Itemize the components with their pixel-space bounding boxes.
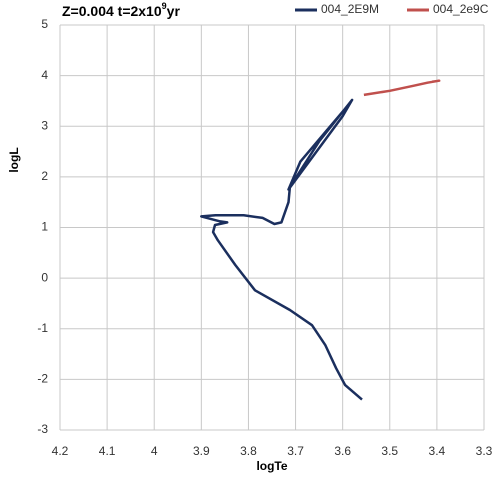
series-line [200, 98, 363, 401]
legend-label: 004_2e9C [433, 2, 489, 16]
x-tick-label: 3.4 [429, 444, 446, 458]
y-tick-label: 1 [41, 220, 48, 234]
x-tick-label: 3.9 [193, 444, 210, 458]
y-tick-label: -1 [37, 321, 48, 335]
x-tick-label: 3.6 [334, 444, 351, 458]
title-suffix: yr [167, 3, 181, 19]
legend-label: 004_2E9M [321, 2, 379, 16]
title-main: Z=0.004 t=2x10 [62, 3, 162, 19]
title-superscript: 9 [162, 1, 167, 11]
y-tick-label: 0 [41, 270, 48, 284]
y-axis-label: logL [7, 147, 21, 172]
y-tick-label: -2 [37, 372, 48, 386]
x-tick-label: 4 [151, 444, 158, 458]
y-tick-label: 2 [41, 169, 48, 183]
chart-title: Z=0.004 t=2x109yr [62, 1, 180, 18]
y-tick-label: 4 [41, 68, 48, 82]
x-tick-label: 4.2 [52, 444, 69, 458]
series-line [363, 79, 441, 97]
x-tick-label: 4.1 [99, 444, 116, 458]
y-tick-label: 5 [41, 17, 48, 31]
y-tick-label: 3 [41, 118, 48, 132]
x-axis-label: logTe [256, 459, 287, 473]
x-tick-label: 3.5 [381, 444, 398, 458]
x-tick-label: 3.7 [287, 444, 304, 458]
x-tick-label: 3.3 [476, 444, 493, 458]
y-tick-label: -3 [37, 422, 48, 436]
x-tick-label: 3.8 [240, 444, 257, 458]
